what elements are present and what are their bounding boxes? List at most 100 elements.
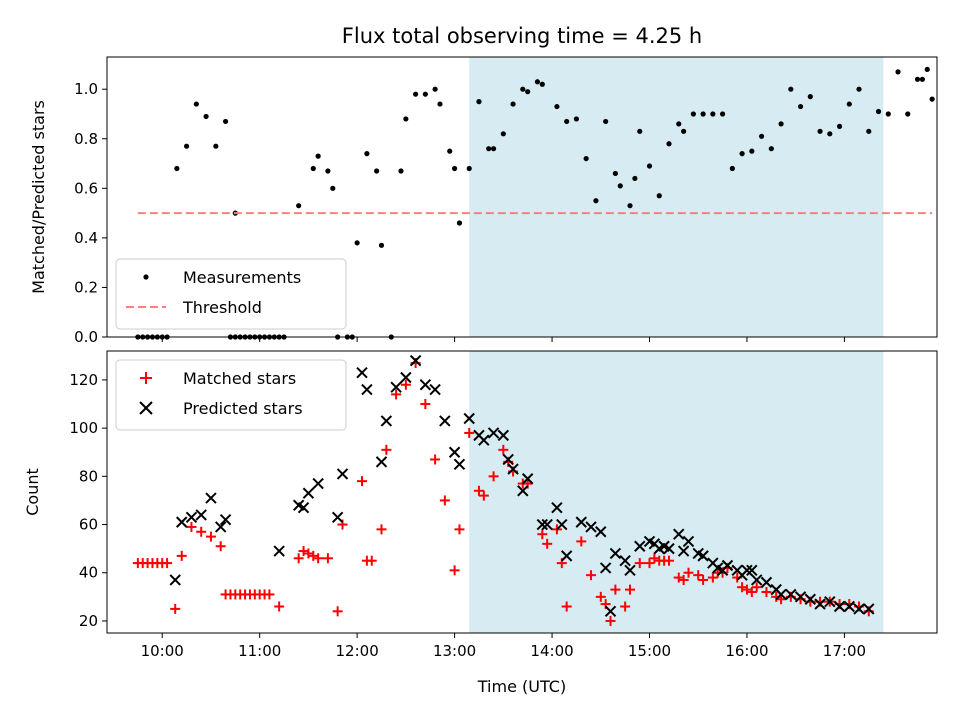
matched-star-point [698, 574, 709, 585]
predicted-star-point [361, 383, 373, 396]
matched-star-point [303, 548, 314, 559]
measurement-point [603, 118, 609, 125]
y-tick-label: 120 [69, 371, 98, 389]
measurement-point [281, 334, 287, 340]
matched-star-point [162, 558, 173, 569]
matched-star-point [391, 389, 402, 400]
measurement-point [451, 165, 458, 172]
measurement-point [310, 165, 316, 172]
bottom-y-ticks: 20 40 60 80 100 120 [69, 371, 107, 630]
matched-star-point [634, 558, 645, 569]
measurement-point [520, 86, 526, 92]
matched-star-point [454, 524, 465, 535]
predicted-star-point [853, 603, 865, 615]
measurement-point [447, 148, 453, 154]
matched-star-point [376, 524, 387, 535]
predicted-star-point [677, 545, 690, 557]
measurement-point [252, 334, 258, 340]
measurement-point [374, 168, 380, 174]
top-shaded-region [469, 57, 884, 337]
predicted-star-point [863, 603, 875, 615]
matched-star-point [693, 570, 704, 581]
matched-star-point [196, 526, 207, 537]
matched-star-point [400, 379, 411, 390]
predicted-star-point [375, 456, 388, 468]
measurement-point [203, 113, 209, 120]
matched-star-point [488, 471, 499, 482]
y-tick-label: 0.8 [74, 130, 98, 148]
matched-star-point [205, 531, 216, 542]
measurement-point [364, 151, 370, 157]
predicted-star-point [682, 535, 695, 548]
predicted-star-point [794, 591, 807, 603]
measurement-point [539, 81, 545, 87]
matched-star-point [298, 546, 309, 557]
measurement-point [159, 334, 165, 340]
measurement-point [573, 116, 580, 122]
predicted-star-point [409, 354, 422, 367]
predicted-star-point [487, 427, 500, 439]
predicted-star-point [400, 371, 412, 384]
predicted-star-point [185, 511, 198, 524]
measurement-point [632, 175, 638, 182]
predicted-star-point [741, 564, 753, 577]
predicted-star-point [536, 518, 549, 531]
measurement-point [500, 131, 506, 137]
predicted-star-point [463, 412, 475, 425]
measurement-point [788, 86, 794, 92]
measurement-point [797, 103, 804, 110]
predicted-star-point [634, 540, 646, 552]
measurement-point [583, 155, 589, 162]
matched-star-point [366, 555, 377, 566]
predicted-star-point [195, 509, 207, 521]
predicted-star-point [390, 381, 402, 393]
top-y-ticks: 0.0 0.2 0.4 0.6 0.8 1.0 [74, 80, 107, 346]
matched-star-point [498, 444, 509, 455]
measurement-point [437, 101, 443, 107]
measurement-point [422, 91, 428, 97]
predicted-star-point [521, 473, 534, 485]
legend-marker-x [139, 401, 153, 415]
predicted-star-point [380, 415, 393, 427]
measurement-point [807, 94, 813, 100]
measurement-point [905, 111, 911, 117]
predicted-star-point [619, 554, 631, 567]
matched-star-point [308, 550, 319, 561]
predicted-star-point [824, 595, 836, 608]
measurement-point [564, 118, 570, 125]
bottom-y-axis-label: Count [23, 468, 42, 516]
predicted-star-point [297, 501, 310, 514]
measurement-point [646, 163, 653, 169]
matched-star-point [420, 399, 431, 410]
legend-label: Measurements [183, 268, 301, 287]
predicted-star-point [497, 429, 510, 442]
x-tick-label: 11:00 [238, 642, 281, 660]
x-tick-label: 12:00 [336, 642, 379, 660]
predicted-star-point [721, 559, 734, 572]
measurement-point [739, 151, 745, 157]
bottom-marks [132, 354, 875, 626]
predicted-star-point [336, 468, 349, 480]
matched-star-point [264, 589, 275, 600]
predicted-star-point [814, 598, 826, 610]
measurement-point [856, 86, 862, 92]
measurement-point [534, 79, 541, 85]
measurement-point [490, 146, 497, 152]
x-tick-label: 13:00 [433, 642, 476, 660]
matched-star-point [449, 565, 460, 576]
measurement-point [593, 198, 599, 204]
predicted-star-point [697, 550, 709, 562]
measurement-point [403, 116, 409, 122]
matched-star-point [586, 570, 597, 581]
predicted-star-point [785, 588, 797, 601]
measurement-point [257, 334, 263, 340]
measurement-point [710, 111, 716, 117]
predicted-star-point [604, 605, 617, 618]
y-tick-label: 0.6 [74, 179, 98, 197]
measurement-point [344, 334, 350, 340]
predicted-star-point [214, 521, 227, 533]
measurement-point [875, 108, 882, 115]
predicted-star-point [843, 600, 855, 613]
predicted-star-point [205, 492, 217, 504]
